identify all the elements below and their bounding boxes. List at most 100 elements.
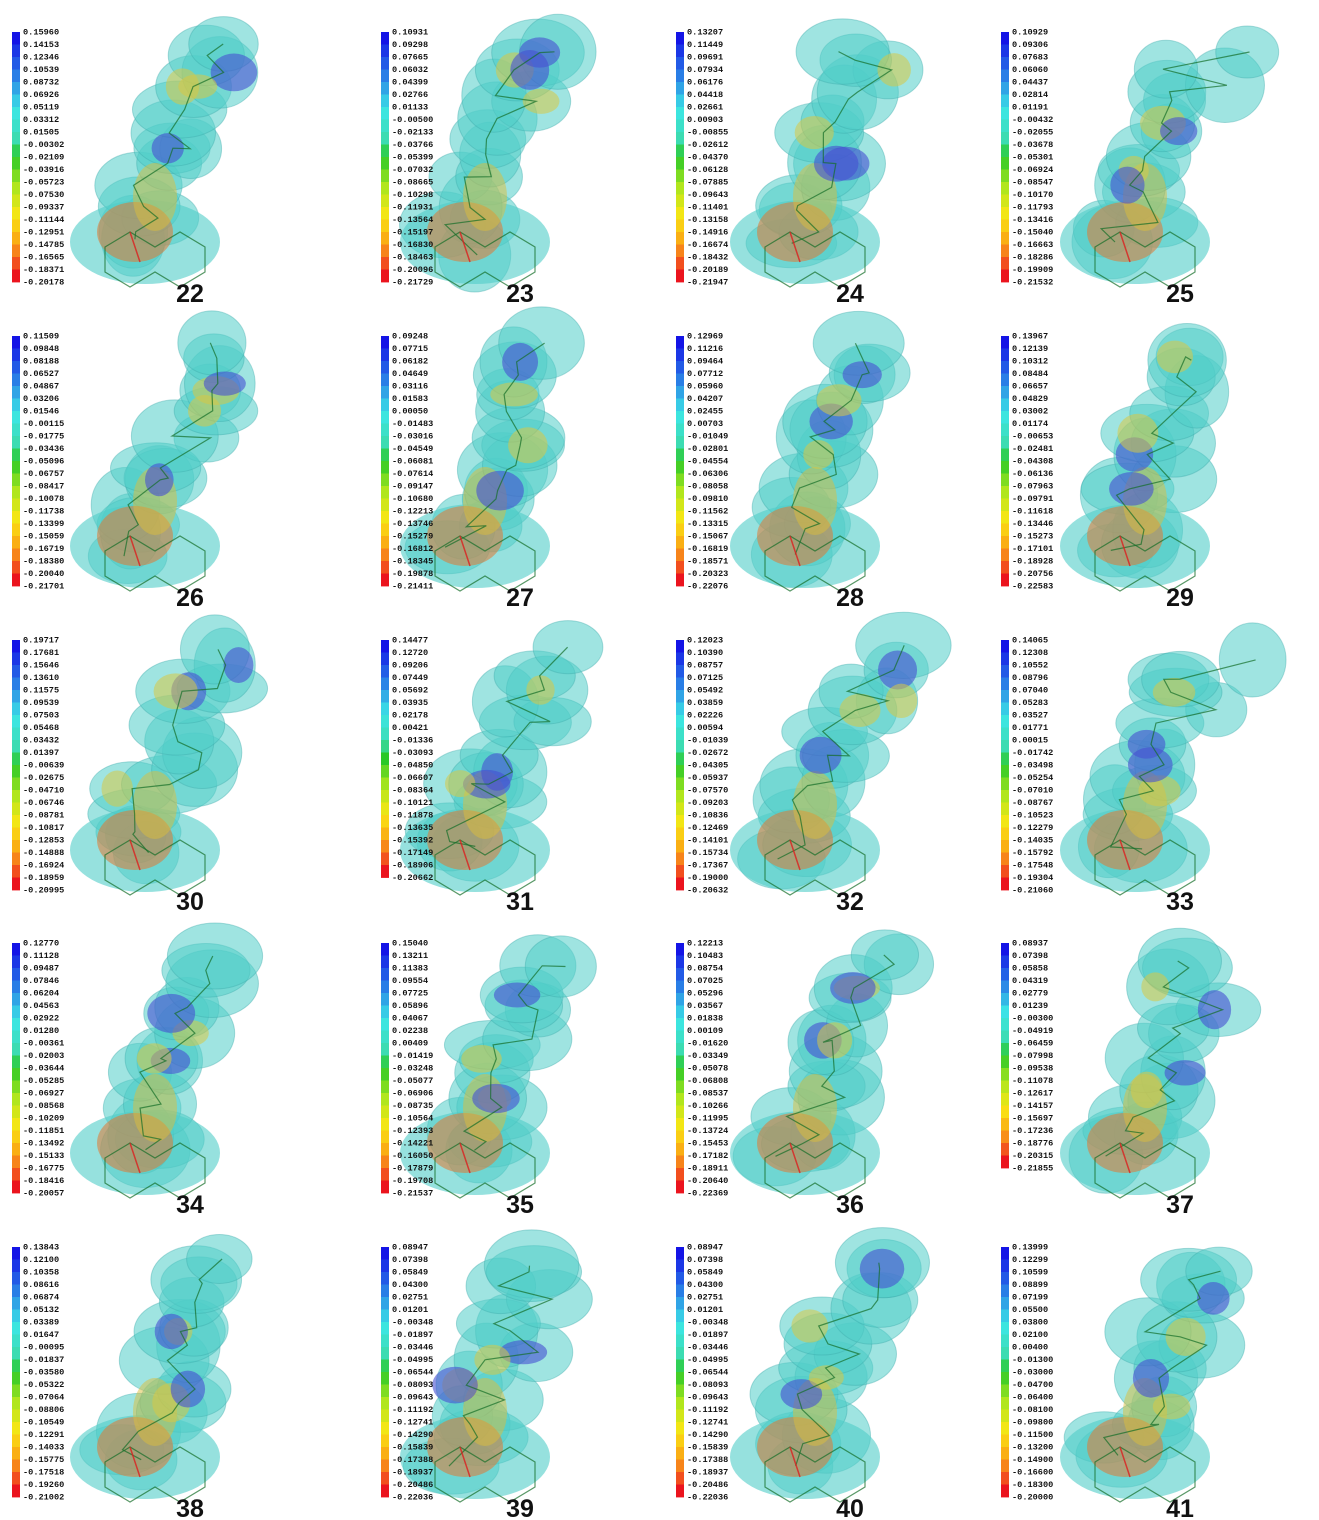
scale-label: 0.08188 [23, 356, 59, 366]
color-scale-segment [12, 361, 20, 374]
scale-label: -0.03644 [23, 1063, 64, 1073]
scale-label: 0.07725 [392, 988, 428, 998]
scale-label: 0.07449 [392, 673, 428, 683]
molecule-surface [730, 930, 934, 1198]
scale-label: -0.10836 [687, 810, 728, 820]
scale-label: -0.13446 [1012, 519, 1053, 529]
scale-label: 0.11449 [687, 40, 723, 50]
color-scale-segment [1001, 1435, 1009, 1448]
surface-lobe [472, 1084, 519, 1113]
color-scale-segment [381, 574, 389, 587]
scale-label: 0.02661 [687, 102, 723, 112]
scale-label: -0.03016 [392, 431, 433, 441]
scale-label: -0.09810 [687, 494, 728, 504]
scale-label: -0.07570 [687, 785, 728, 795]
scale-label: -0.09337 [23, 202, 64, 212]
color-scale-segment [1001, 943, 1009, 956]
color-scale-segment [676, 1056, 684, 1069]
scale-label: -0.15453 [687, 1138, 728, 1148]
scale-label: -0.14033 [23, 1442, 64, 1452]
color-scale-segment [12, 1118, 20, 1131]
panel-label: 33 [1166, 888, 1194, 916]
molecule-surface [70, 1235, 252, 1502]
scale-label: 0.09248 [392, 331, 428, 341]
color-scale-segment [12, 1422, 20, 1435]
color-scale-segment [676, 943, 684, 956]
color-scale-segment [676, 640, 684, 653]
color-scale-segment [381, 1247, 389, 1260]
scale-label: -0.12291 [23, 1430, 64, 1440]
color-scale-segment [1001, 1460, 1009, 1473]
scale-label: -0.19260 [23, 1480, 64, 1490]
scale-label: -0.01742 [1012, 748, 1053, 758]
color-scale-segment [12, 840, 20, 853]
color-scale-segment [1001, 411, 1009, 424]
color-scale-segment [381, 449, 389, 462]
scale-label: 0.10552 [1012, 660, 1048, 670]
scale-label: 0.13999 [1012, 1242, 1048, 1252]
scale-label: -0.18300 [1012, 1480, 1053, 1490]
color-scale-segment [381, 640, 389, 653]
scale-label: -0.11562 [687, 506, 728, 516]
scale-label: -0.19909 [1012, 265, 1053, 275]
color-scale-segment [676, 95, 684, 108]
surface-lobe [795, 116, 834, 149]
scale-label: 0.07683 [1012, 52, 1048, 62]
scale-label: -0.11878 [392, 810, 433, 820]
scale-label: -0.03766 [392, 140, 433, 150]
color-scale-segment [381, 220, 389, 233]
color-scale-segment [1001, 70, 1009, 83]
scale-label: -0.17388 [392, 1455, 433, 1465]
scale-label: 0.03389 [23, 1317, 59, 1327]
color-scale-segment [1001, 1106, 1009, 1119]
scale-label: -0.16565 [23, 252, 64, 262]
color-scale-segment [1001, 840, 1009, 853]
surface-lobe [1153, 678, 1196, 707]
scale-label: -0.01483 [392, 419, 433, 429]
scale-label: -0.06544 [687, 1367, 728, 1377]
scale-label: -0.04308 [1012, 456, 1053, 466]
color-scale-segment [381, 778, 389, 791]
scale-label: 0.12213 [687, 938, 723, 948]
scale-label: -0.21060 [1012, 885, 1053, 895]
scale-label: -0.02801 [687, 444, 728, 454]
color-scale-segment [1001, 1335, 1009, 1348]
color-scale-segment [381, 1056, 389, 1069]
color-scale-segment [381, 107, 389, 120]
scale-label: 0.09298 [392, 40, 428, 50]
color-scale-segment [1001, 257, 1009, 270]
scale-label: -0.15839 [687, 1442, 728, 1452]
scale-label: 0.01583 [392, 394, 428, 404]
surface-lobe [490, 382, 538, 406]
color-scale-segment [1001, 1260, 1009, 1273]
scale-label: -0.06306 [687, 469, 728, 479]
scale-label: 0.06032 [392, 65, 428, 75]
scale-label: -0.11401 [687, 202, 728, 212]
scale-label: -0.20486 [392, 1480, 433, 1490]
color-scale-segment [12, 157, 20, 170]
panel: 0.109290.093060.076830.060600.044370.028… [1001, 26, 1279, 308]
surface-lobe [137, 1043, 172, 1073]
panel: 0.089370.073980.058580.043190.027790.012… [1001, 928, 1261, 1219]
color-scale-segment [676, 665, 684, 678]
color-scale-segment [12, 790, 20, 803]
scale-label: 0.05492 [687, 685, 723, 695]
scale-label: 0.01505 [23, 127, 59, 137]
color-scale-segment [381, 690, 389, 703]
scale-label: 0.07025 [687, 976, 723, 986]
color-scale-segment [12, 1360, 20, 1373]
surface-lobe [154, 673, 198, 709]
scale-label: -0.01620 [687, 1038, 728, 1048]
color-scale-segment [676, 1272, 684, 1285]
scale-label: -0.18959 [23, 873, 64, 883]
scale-label: -0.18571 [687, 556, 728, 566]
scale-label: -0.09643 [392, 1392, 433, 1402]
scale-label: -0.15792 [1012, 848, 1053, 858]
scale-label: 0.00703 [687, 419, 723, 429]
color-scale-segment [12, 1447, 20, 1460]
color-scale-segment [381, 665, 389, 678]
scale-label: 0.17681 [23, 648, 59, 658]
color-scale-segment [1001, 132, 1009, 145]
color-scale-segment [676, 740, 684, 753]
scale-label: 0.01397 [23, 748, 59, 758]
